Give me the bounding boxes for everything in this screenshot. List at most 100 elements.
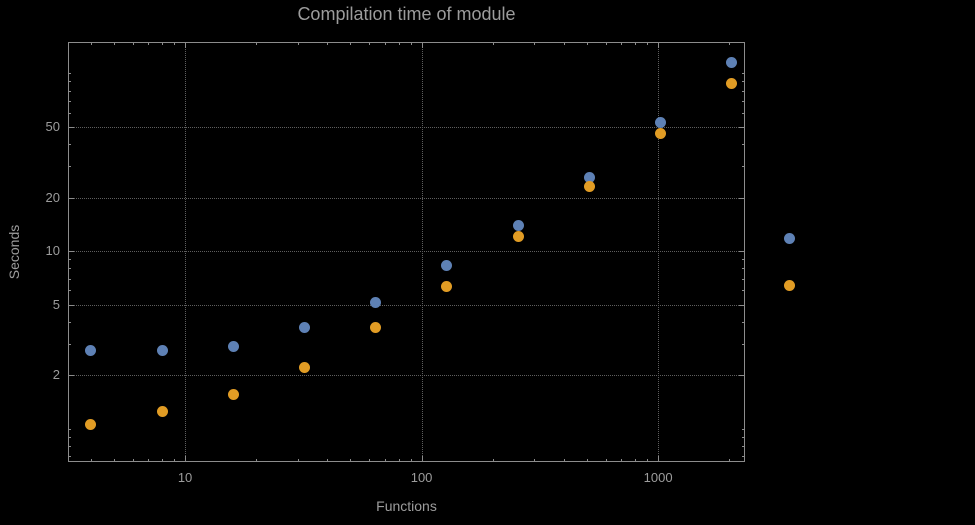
y-tick-label: 2 [52, 367, 60, 383]
y-tick [68, 197, 74, 199]
data-point-orange [441, 281, 453, 293]
data-point-blue [299, 322, 311, 334]
x-tick [421, 456, 423, 462]
x-tick [113, 42, 115, 45]
x-tick [586, 42, 588, 45]
y-tick [68, 445, 71, 447]
x-axis-label: Functions [376, 498, 437, 514]
x-tick [297, 459, 299, 462]
x-tick [90, 459, 92, 462]
y-tick [742, 321, 745, 323]
x-tick [369, 42, 371, 45]
x-tick [421, 42, 423, 48]
y-tick [742, 73, 745, 75]
y-tick [68, 428, 71, 430]
data-point-orange [156, 406, 168, 418]
x-tick [410, 459, 412, 462]
chart-title: Compilation time of module [297, 4, 516, 24]
data-point-blue [227, 341, 239, 353]
y-tick [68, 436, 71, 438]
y-tick [68, 73, 71, 75]
y-tick [742, 456, 745, 458]
x-tick [350, 459, 352, 462]
data-point-blue [156, 345, 168, 357]
y-tick [742, 90, 745, 92]
y-tick-label: 10 [45, 243, 60, 259]
x-tick [621, 459, 623, 462]
x-tick [729, 459, 731, 462]
data-point-blue [512, 219, 524, 231]
x-tick [635, 459, 637, 462]
x-tick [658, 456, 660, 462]
y-axis-label: Seconds [6, 224, 22, 280]
y-tick [68, 144, 71, 146]
x-tick-label: 1000 [643, 470, 673, 485]
legend-marker-blue [783, 232, 795, 244]
x-tick [605, 459, 607, 462]
y-tick [742, 100, 745, 102]
x-tick [148, 42, 150, 45]
horizontal-gridline [68, 251, 745, 253]
y-tick [742, 278, 745, 280]
y-tick [68, 321, 71, 323]
y-tick [68, 90, 71, 92]
data-point-blue [370, 297, 382, 309]
y-tick [68, 166, 71, 168]
x-tick [148, 459, 150, 462]
x-tick [174, 42, 176, 45]
x-tick [297, 42, 299, 45]
x-tick [492, 459, 494, 462]
x-tick [586, 459, 588, 462]
y-tick [68, 290, 71, 292]
x-tick [398, 42, 400, 45]
x-tick [162, 459, 164, 462]
x-tick [563, 42, 565, 45]
y-tick-label: 50 [45, 118, 60, 134]
y-tick [68, 112, 71, 114]
y-tick [68, 456, 71, 458]
data-point-orange [583, 181, 595, 193]
x-tick [174, 459, 176, 462]
x-tick-label: 10 [177, 470, 193, 485]
y-tick [742, 428, 745, 430]
y-tick-label: 20 [45, 189, 60, 205]
y-tick [742, 445, 745, 447]
x-tick [729, 42, 731, 45]
data-point-orange [726, 77, 738, 89]
y-tick [739, 304, 745, 306]
legend-marker-orange [783, 279, 795, 291]
data-point-blue [583, 171, 595, 183]
x-tick [534, 42, 536, 45]
y-tick [68, 343, 71, 345]
y-tick [68, 304, 74, 306]
y-tick [739, 375, 745, 377]
x-tick [621, 42, 623, 45]
horizontal-gridline [68, 197, 745, 199]
y-tick [739, 251, 745, 253]
data-point-blue [655, 116, 667, 128]
y-tick [68, 251, 74, 253]
x-tick [398, 459, 400, 462]
data-point-orange [370, 322, 382, 334]
x-tick [369, 459, 371, 462]
y-tick [742, 259, 745, 261]
y-tick [739, 126, 745, 128]
x-tick [647, 459, 649, 462]
y-tick [742, 112, 745, 114]
y-tick [742, 166, 745, 168]
data-point-blue [726, 57, 738, 68]
x-tick [162, 42, 164, 45]
y-tick [742, 268, 745, 270]
x-tick [605, 42, 607, 45]
x-tick [113, 459, 115, 462]
y-tick [742, 81, 745, 83]
x-tick [256, 42, 258, 45]
horizontal-gridline [68, 126, 745, 128]
x-tick [132, 459, 134, 462]
y-tick [68, 81, 71, 83]
horizontal-gridline [68, 375, 745, 377]
data-point-blue [441, 259, 453, 271]
x-tick [327, 459, 329, 462]
x-tick [384, 42, 386, 45]
x-tick [132, 42, 134, 45]
